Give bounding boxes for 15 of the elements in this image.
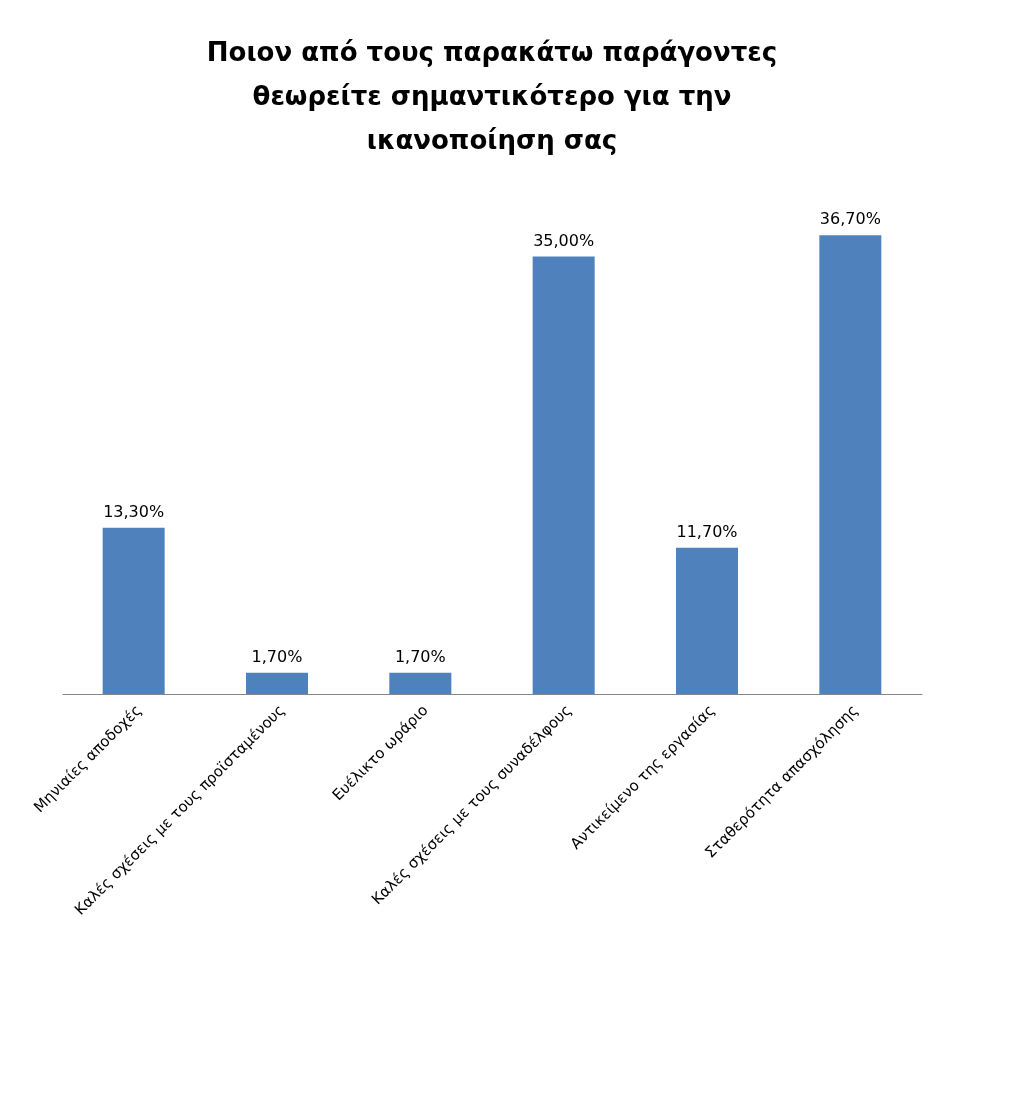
data-label: 1,70% [394,646,446,666]
bar [246,672,308,694]
bar [102,527,165,694]
data-label: 36,70% [819,209,881,229]
bar [532,256,595,694]
data-label: 11,70% [676,521,738,541]
text: ικανοποίηση σας [366,125,618,155]
text: Ποιον από τους παρακάτω παράγοντες [206,37,778,67]
bar [819,235,882,694]
text: θεωρείτε σημαντικότερο για την [252,81,732,111]
data-label: 13,30% [103,501,165,521]
bar [676,547,738,694]
bar [389,672,452,694]
data-label: 35,00% [533,230,595,250]
data-label: 1,70% [251,646,303,666]
